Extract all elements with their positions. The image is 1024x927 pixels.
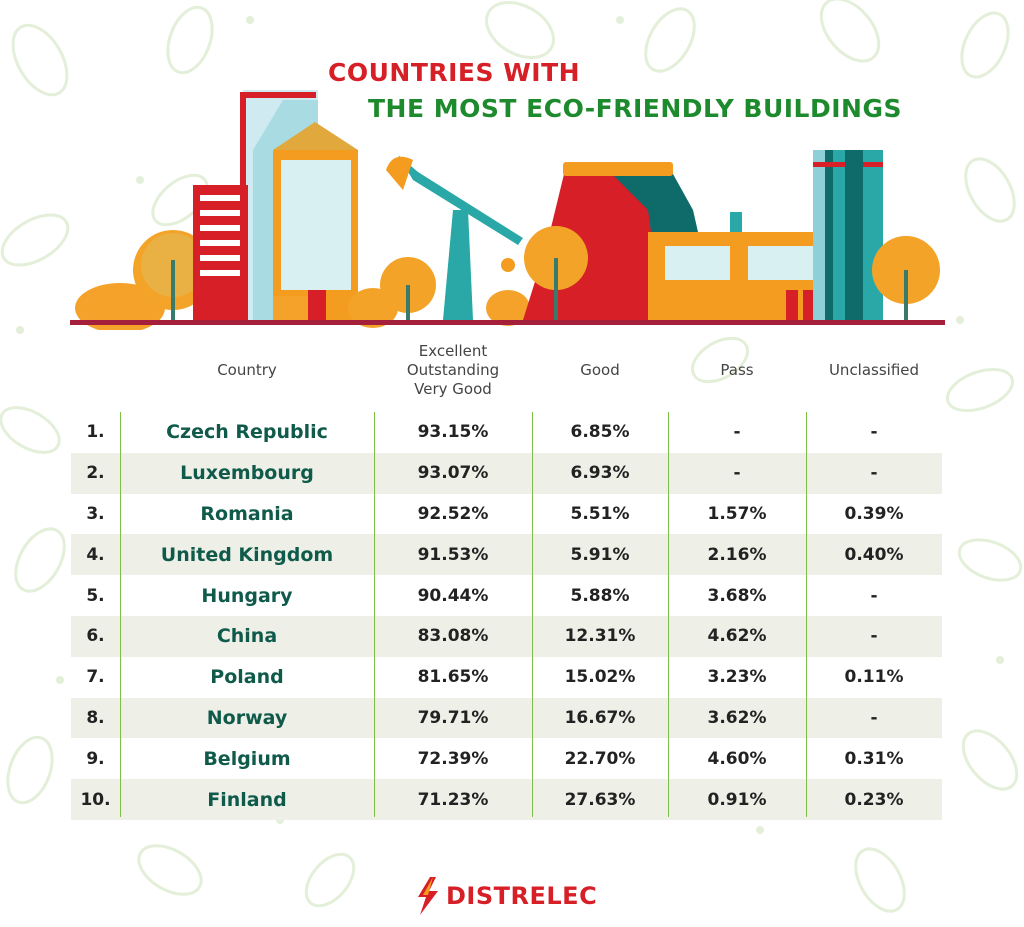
pass-cell: 0.91%	[707, 789, 767, 810]
chart-title-line1: COUNTRIES WITH	[328, 58, 581, 87]
pass-cell: 3.68%	[707, 585, 767, 606]
header-excellent: Excellent Outstanding Very Good	[374, 340, 532, 400]
excellent-cell: 81.65%	[417, 667, 489, 688]
table-row: 8. Norway 79.71% 16.67% 3.62% -	[71, 697, 942, 739]
rankings-table: 1. Czech Republic 93.15% 6.85% - - 2. Luxembour…	[71, 412, 942, 820]
country-cell: Czech Republic	[166, 421, 328, 444]
table-row: 9. Belgium 72.39% 22.70% 4.60% 0.31%	[71, 738, 942, 779]
rank-cell: 2.	[86, 463, 105, 484]
good-cell: 16.67%	[564, 707, 636, 728]
divider-excellent	[532, 412, 533, 817]
table-row: 3. Romania 92.52% 5.51% 1.57% 0.39%	[71, 494, 942, 535]
good-cell: 5.51%	[570, 503, 630, 524]
rank-cell: 8.	[86, 707, 105, 728]
country-cell: Finland	[207, 788, 287, 811]
good-cell: 22.70%	[564, 748, 636, 769]
table-row: 1. Czech Republic 93.15% 6.85% - -	[71, 412, 942, 453]
unclassified-cell: 0.31%	[844, 748, 904, 769]
pass-cell: -	[733, 422, 741, 443]
unclassified-cell: -	[870, 463, 878, 484]
country-cell: Norway	[206, 706, 288, 729]
pass-cell: 2.16%	[707, 544, 767, 565]
table-row: 10. Finland 71.23% 27.63% 0.91% 0.23%	[71, 779, 942, 820]
excellent-cell: 93.15%	[417, 422, 489, 443]
excellent-cell: 72.39%	[417, 748, 489, 769]
rank-cell: 9.	[86, 748, 105, 769]
unclassified-cell: -	[870, 422, 878, 443]
good-cell: 12.31%	[564, 626, 636, 647]
distrelec-logo: DISTRELEC	[414, 876, 597, 916]
skyline-illustration	[70, 90, 945, 330]
good-cell: 5.91%	[570, 544, 630, 565]
unclassified-cell: 0.23%	[844, 789, 904, 810]
country-cell: China	[216, 625, 278, 648]
country-cell: Hungary	[201, 584, 293, 607]
rank-cell: 7.	[86, 667, 105, 688]
unclassified-cell: 0.11%	[844, 667, 904, 688]
pass-cell: -	[733, 463, 741, 484]
unclassified-cell: -	[870, 707, 878, 728]
good-cell: 15.02%	[564, 667, 636, 688]
country-cell: Poland	[210, 666, 284, 689]
good-cell: 6.85%	[570, 422, 630, 443]
unclassified-cell: -	[870, 626, 878, 647]
country-cell: Romania	[200, 502, 294, 525]
rank-cell: 4.	[86, 544, 105, 565]
table-row: 4. United Kingdom 91.53% 5.91% 2.16% 0.40%	[71, 534, 942, 576]
rank-cell: 1.	[86, 422, 105, 443]
country-cell: Luxembourg	[180, 462, 314, 485]
rank-cell: 6.	[86, 626, 105, 647]
header-unclassified: Unclassified	[828, 360, 920, 379]
unclassified-cell: 0.39%	[844, 503, 904, 524]
excellent-cell: 93.07%	[417, 463, 489, 484]
table-row: 2. Luxembourg 93.07% 6.93% - -	[71, 452, 942, 494]
excellent-cell: 83.08%	[417, 626, 489, 647]
divider-pass	[806, 412, 807, 817]
good-cell: 6.93%	[570, 463, 630, 484]
brand-name: DISTRELEC	[446, 882, 598, 910]
table-row: 6. China 83.08% 12.31% 4.62% -	[71, 615, 942, 657]
unclassified-cell: 0.40%	[844, 544, 904, 565]
chart-title-line2: THE MOST ECO-FRIENDLY BUILDINGS	[368, 94, 902, 123]
excellent-cell: 90.44%	[417, 585, 489, 606]
excellent-cell: 79.71%	[417, 707, 489, 728]
rank-cell: 5.	[86, 585, 105, 606]
good-cell: 5.88%	[570, 585, 630, 606]
divider-good	[668, 412, 669, 817]
pass-cell: 3.62%	[707, 707, 767, 728]
rank-cell: 10.	[80, 789, 111, 810]
table-row: 7. Poland 81.65% 15.02% 3.23% 0.11%	[71, 657, 942, 698]
country-cell: United Kingdom	[160, 543, 334, 566]
excellent-cell: 92.52%	[417, 503, 489, 524]
header-good: Good	[580, 360, 620, 379]
pass-cell: 4.60%	[707, 748, 767, 769]
header-excellent-line2: Outstanding	[406, 360, 500, 379]
pass-cell: 3.23%	[707, 667, 767, 688]
header-pass: Pass	[720, 360, 754, 379]
table-row: 5. Hungary 90.44% 5.88% 3.68% -	[71, 575, 942, 616]
good-cell: 27.63%	[564, 789, 636, 810]
excellent-cell: 91.53%	[417, 544, 489, 565]
header-excellent-line1: Excellent	[418, 341, 488, 360]
header-excellent-line3: Very Good	[414, 379, 492, 398]
pass-cell: 4.62%	[707, 626, 767, 647]
header-country: Country	[217, 360, 277, 379]
unclassified-cell: -	[870, 585, 878, 606]
rank-cell: 3.	[86, 503, 105, 524]
pass-cell: 1.57%	[707, 503, 767, 524]
divider-rank	[120, 412, 121, 817]
excellent-cell: 71.23%	[417, 789, 489, 810]
country-cell: Belgium	[203, 747, 291, 770]
divider-country	[374, 412, 375, 817]
lightning-icon	[418, 877, 438, 915]
